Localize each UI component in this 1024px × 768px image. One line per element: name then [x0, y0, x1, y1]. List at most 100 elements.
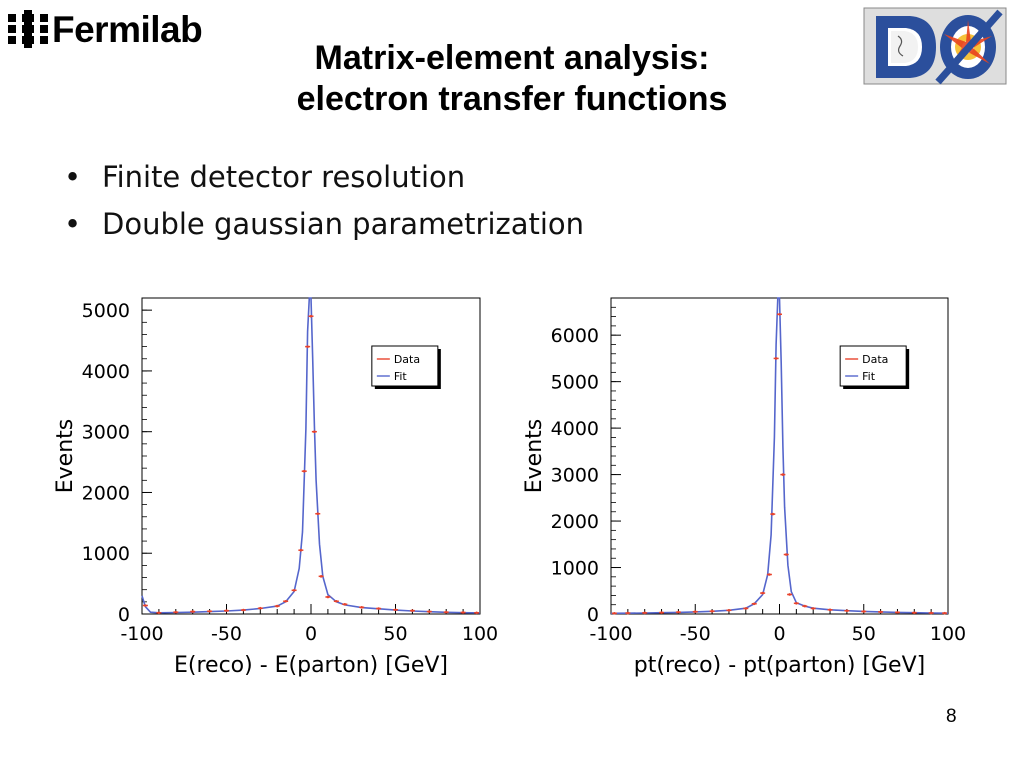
- slide-number: 8: [946, 706, 957, 727]
- bullet-item: • Double gaussian parametrization: [64, 201, 584, 248]
- data-point-marker: [761, 591, 764, 595]
- y-tick-label: 5000: [82, 300, 130, 322]
- data-point-marker: [444, 610, 448, 614]
- data-point-marker: [284, 599, 287, 603]
- data-point-marker: [677, 610, 680, 614]
- x-tick-label: -100: [120, 623, 163, 645]
- x-tick-label: 100: [930, 623, 966, 645]
- y-tick-label: 3000: [82, 422, 130, 444]
- y-tick-label: 3000: [551, 465, 599, 487]
- slide-title: Matrix-element analysis: electron transf…: [200, 38, 824, 120]
- data-point-marker: [144, 604, 147, 607]
- y-axis-label: Events: [53, 419, 78, 494]
- legend-box: [839, 345, 907, 387]
- fermilab-logo: Fermilab: [8, 8, 203, 50]
- y-tick-label: 1000: [551, 558, 599, 580]
- data-point-marker: [768, 573, 771, 576]
- data-point-marker: [316, 512, 320, 516]
- data-point-marker: [771, 512, 775, 516]
- data-point-marker: [461, 611, 465, 614]
- data-point-marker: [174, 610, 178, 614]
- data-point-marker: [862, 610, 866, 613]
- fermilab-mark-icon: [8, 10, 48, 48]
- data-point-marker: [795, 602, 798, 605]
- data-point-marker: [896, 611, 899, 614]
- data-point-marker: [660, 611, 663, 614]
- data-point-marker: [313, 430, 316, 433]
- data-point-marker: [803, 604, 807, 608]
- data-point-marker: [191, 610, 194, 613]
- data-point-marker: [626, 611, 630, 615]
- fermilab-wordmark: Fermilab: [52, 8, 203, 50]
- pt-transfer-chart: -100 -50 0 50 1000100020003000400050006000pt…: [522, 297, 966, 678]
- fit-curve: [610, 297, 949, 615]
- data-point-marker: [828, 608, 832, 612]
- data-point-marker: [335, 599, 338, 603]
- data-point-marker: [242, 608, 245, 612]
- data-point-marker: [225, 609, 228, 612]
- bullet-dot-icon: •: [64, 207, 82, 241]
- legend-label: Data: [394, 353, 420, 366]
- data-point-marker: [778, 312, 781, 316]
- data-point-marker: [781, 473, 785, 476]
- data-point-marker: [784, 553, 788, 556]
- data-point-marker: [319, 575, 323, 578]
- x-tick-label: 50: [383, 623, 407, 645]
- data-point-marker: [727, 608, 731, 612]
- bullet-text: Finite detector resolution: [102, 160, 466, 194]
- title-line-2: electron transfer functions: [296, 80, 728, 118]
- data-point-marker: [845, 609, 849, 613]
- x-tick-label: 100: [462, 623, 498, 645]
- data-point-marker: [360, 606, 364, 609]
- data-point-marker: [643, 611, 646, 615]
- data-point-marker: [693, 610, 697, 613]
- x-tick-label: 0: [773, 623, 785, 645]
- x-tick-label: -100: [589, 623, 632, 645]
- legend-label: Fit: [394, 370, 408, 383]
- data-point-marker: [428, 610, 431, 613]
- data-point-marker: [710, 609, 714, 613]
- data-point-marker: [943, 611, 946, 615]
- data-point-marker: [475, 611, 478, 615]
- plot-frame: [610, 297, 949, 615]
- data-point-marker: [259, 606, 262, 610]
- y-tick-label: 4000: [82, 361, 130, 383]
- data-point-marker: [394, 608, 397, 612]
- data-point-marker: [343, 602, 347, 606]
- data-point-marker: [774, 357, 778, 360]
- y-tick-label: 5000: [551, 372, 599, 394]
- x-tick-label: -50: [680, 623, 711, 645]
- bullet-text: Double gaussian parametrization: [102, 207, 585, 241]
- y-tick-label: 0: [587, 604, 599, 626]
- bullet-item: • Finite detector resolution: [64, 154, 584, 201]
- data-point-marker: [208, 609, 211, 613]
- data-point-marker: [411, 609, 414, 612]
- x-tick-label: 0: [305, 623, 317, 645]
- data-point-marker: [309, 314, 313, 318]
- x-axis-label: E(reco) - E(parton) [GeV]: [174, 653, 448, 678]
- y-tick-label: 1000: [82, 543, 130, 565]
- data-point-marker: [913, 611, 916, 614]
- data-point-marker: [752, 602, 756, 606]
- x-tick-label: -50: [211, 623, 242, 645]
- y-tick-label: 4000: [551, 418, 599, 440]
- legend-label: Fit: [862, 370, 876, 383]
- data-point-marker: [292, 589, 296, 592]
- fit-curve: [141, 297, 481, 614]
- y-tick-label: 6000: [551, 325, 599, 347]
- d0-logo: [862, 6, 1010, 92]
- data-point-marker: [929, 611, 933, 615]
- data-point-marker: [788, 593, 791, 596]
- x-axis-label: pt(reco) - pt(parton) [GeV]: [634, 653, 925, 678]
- data-point-marker: [326, 595, 330, 599]
- legend-box: [371, 345, 439, 387]
- plot-frame: [141, 297, 481, 615]
- data-point-marker: [744, 607, 748, 610]
- data-point-marker: [377, 607, 380, 610]
- energy-transfer-chart: -100 -50 0 50 100010002000300040005000E(reco…: [53, 297, 498, 678]
- data-point-marker: [613, 612, 616, 615]
- data-point-marker: [275, 604, 279, 608]
- data-point-marker: [879, 610, 882, 614]
- y-tick-label: 2000: [551, 511, 599, 533]
- data-point-marker: [302, 469, 306, 473]
